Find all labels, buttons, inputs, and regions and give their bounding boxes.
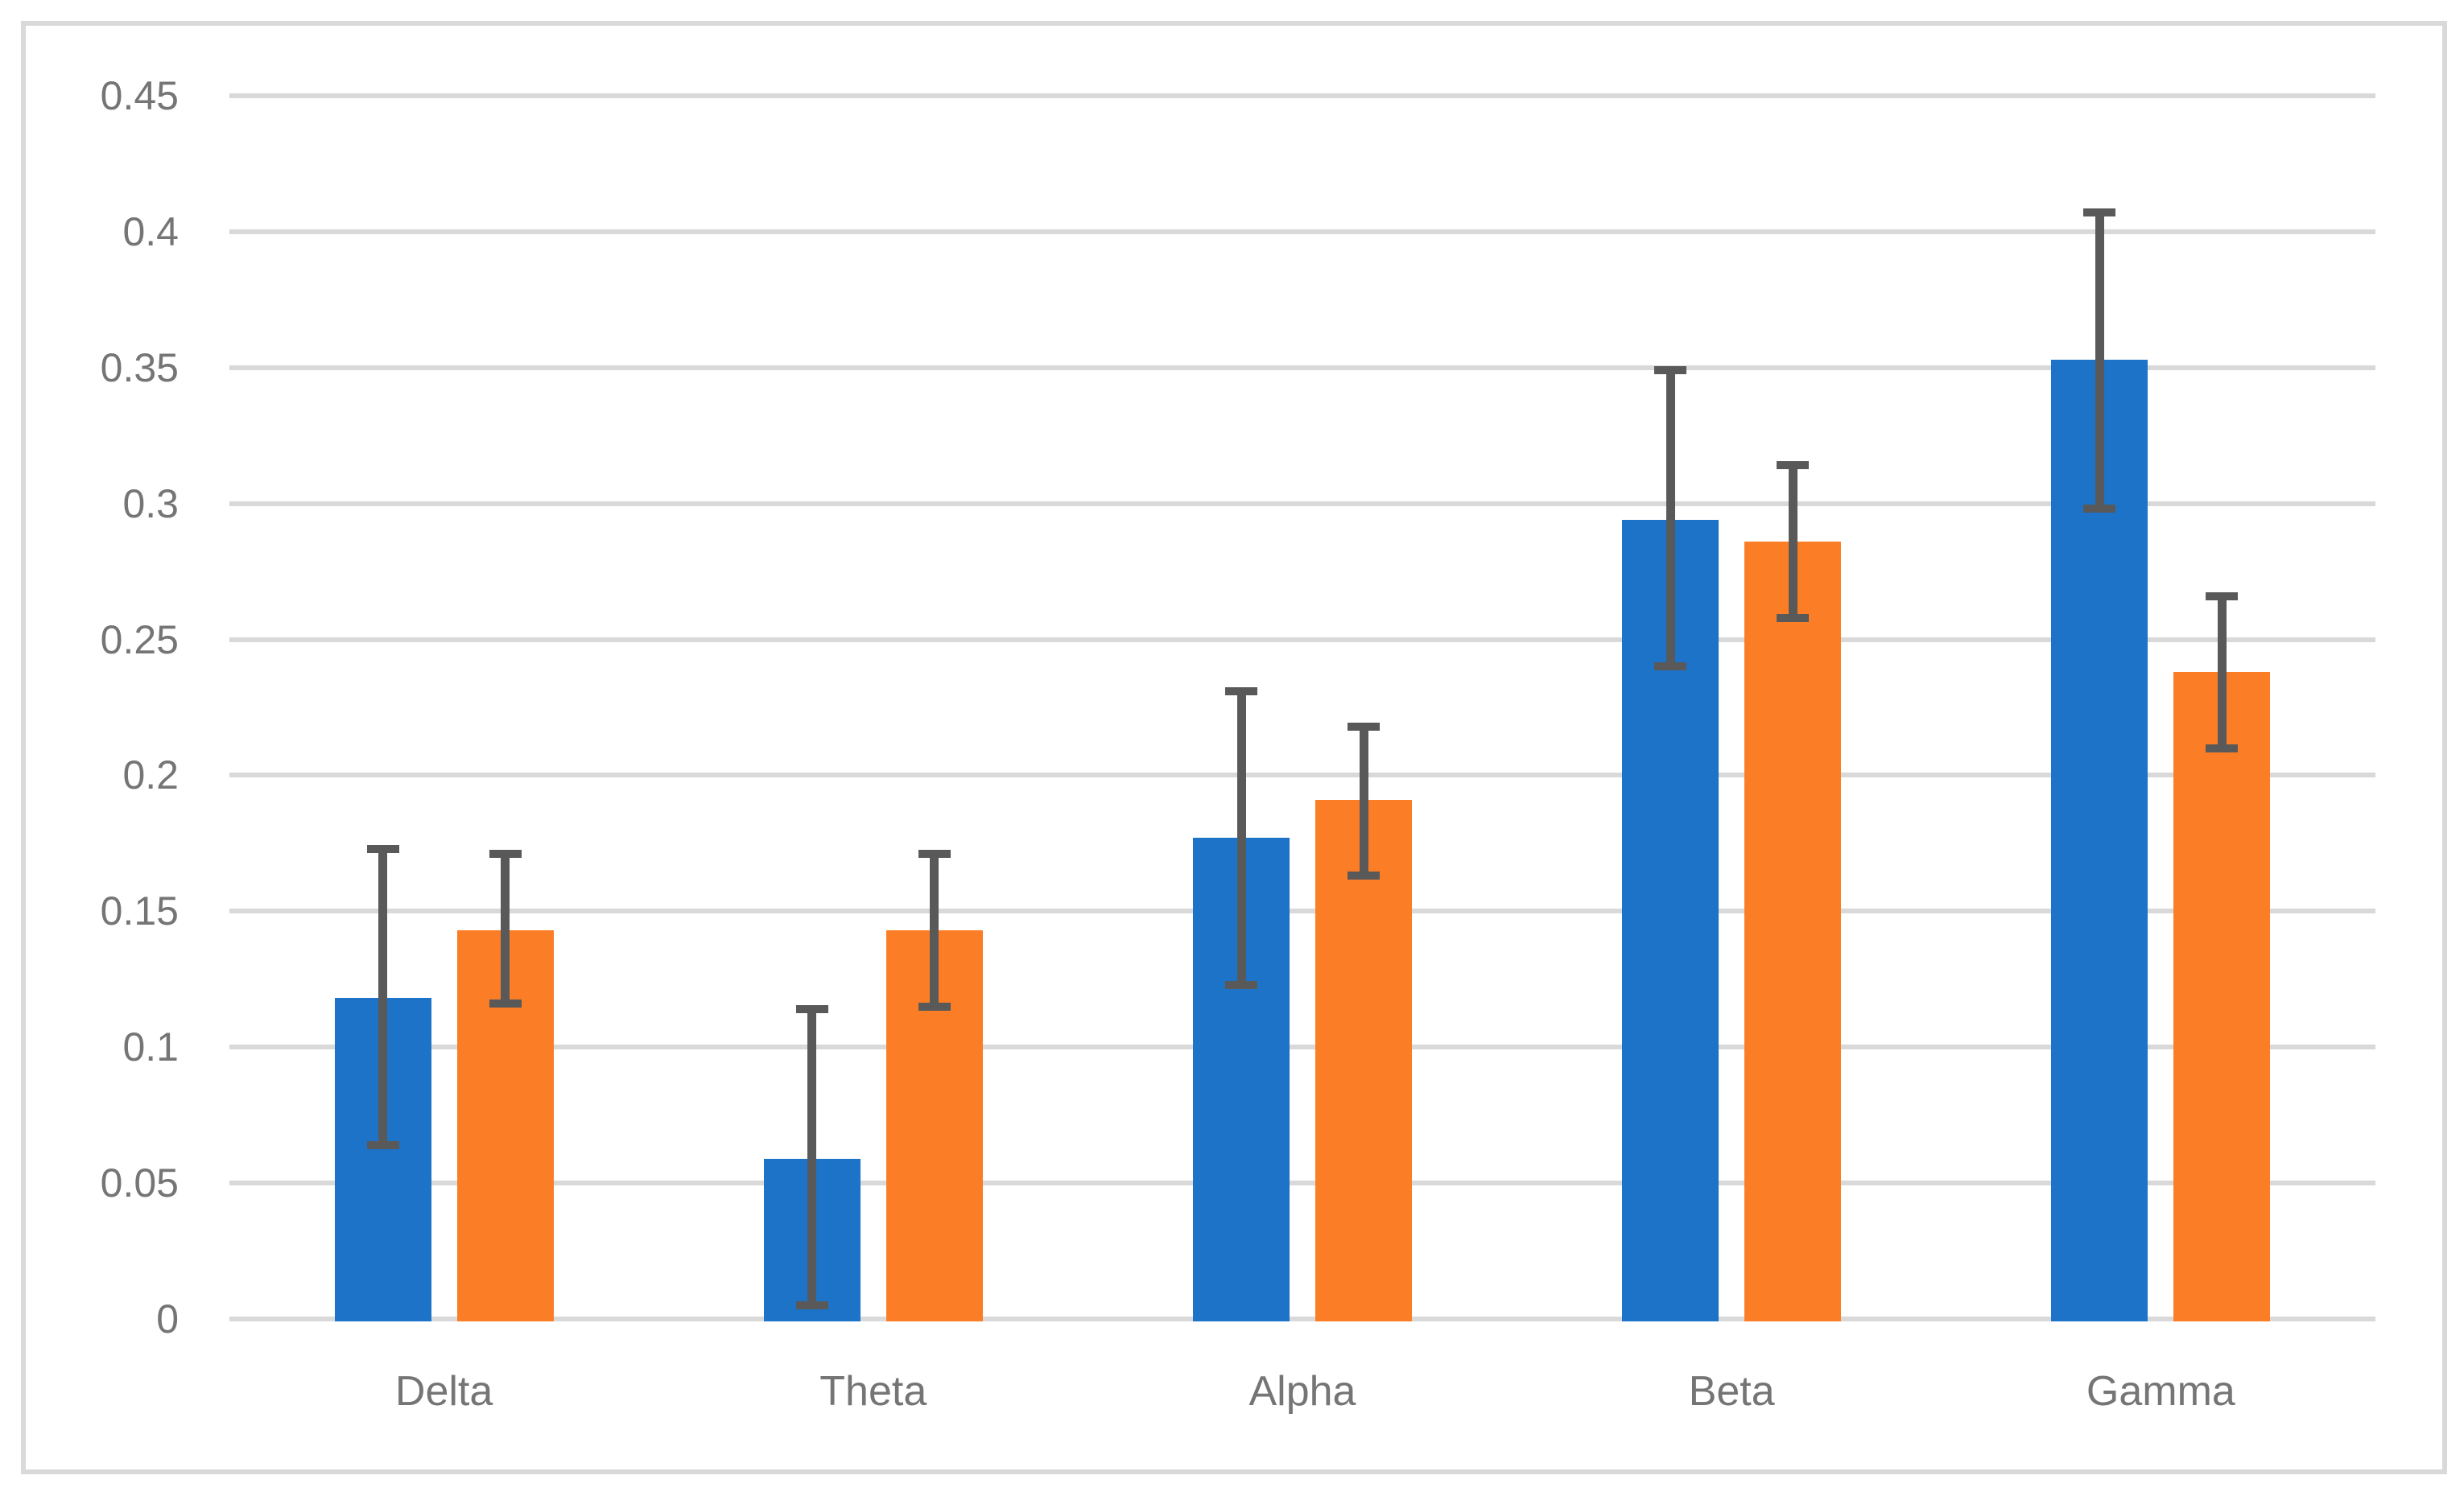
error-bar-cap-bottom-blue-series-beta [1654, 662, 1687, 671]
error-bar-cap-bottom-orange-series-delta [489, 999, 522, 1008]
y-axis-tick-label: 0.35 [100, 344, 179, 390]
error-bar-cap-top-blue-series-delta [366, 844, 399, 853]
error-bar-cap-top-blue-series-alpha [1225, 686, 1257, 695]
error-bar-cap-top-blue-series-beta [1654, 366, 1687, 375]
error-bar-cap-top-orange-series-delta [489, 850, 522, 859]
x-axis-label-theta: Theta [819, 1368, 927, 1415]
y-axis-tick-label: 0.1 [122, 1024, 179, 1070]
error-bar-line-blue-series-beta [1665, 370, 1675, 667]
y-axis-tick-label: 0.3 [122, 480, 179, 526]
gridline [229, 1045, 2375, 1050]
error-bar-cap-top-blue-series-gamma [2083, 208, 2116, 217]
error-bar-cap-bottom-blue-series-delta [366, 1140, 399, 1149]
error-bar-cap-top-orange-series-theta [918, 850, 951, 859]
error-bar-line-orange-series-delta [501, 854, 510, 1004]
bar-orange-series-gamma [2173, 672, 2271, 1321]
error-bar-line-blue-series-gamma [2095, 212, 2104, 509]
error-bar-cap-bottom-blue-series-theta [795, 1301, 828, 1310]
bar-orange-series-beta [1744, 541, 1842, 1321]
y-axis-tick-label: 0.45 [100, 73, 179, 118]
error-bar-line-orange-series-gamma [2217, 596, 2227, 748]
x-axis-label-gamma: Gamma [2086, 1368, 2235, 1415]
gridline [229, 93, 2375, 98]
error-bar-cap-bottom-orange-series-theta [918, 1002, 951, 1011]
bar-orange-series-alpha [1315, 799, 1412, 1321]
gridline [229, 1317, 2375, 1321]
error-bar-cap-bottom-orange-series-gamma [2206, 744, 2239, 752]
y-axis-tick-label: 0.2 [122, 752, 179, 798]
error-bar-cap-top-orange-series-gamma [2206, 591, 2239, 600]
error-bar-line-blue-series-alpha [1236, 690, 1246, 985]
error-bar-cap-top-orange-series-beta [1777, 461, 1810, 470]
error-bar-cap-bottom-orange-series-alpha [1348, 872, 1380, 880]
bar-blue-series-gamma [2051, 359, 2148, 1321]
y-axis-tick-label: 0.4 [122, 208, 179, 254]
y-axis-tick-label: 0.25 [100, 616, 179, 662]
gridline [229, 637, 2375, 642]
error-bar-cap-bottom-orange-series-beta [1777, 613, 1810, 622]
error-bar-cap-bottom-blue-series-alpha [1225, 980, 1257, 989]
gridline [229, 909, 2375, 914]
y-axis-tick-label: 0.05 [100, 1160, 179, 1206]
x-axis-label-alpha: Alpha [1249, 1368, 1356, 1415]
error-bar-cap-bottom-blue-series-gamma [2083, 505, 2116, 513]
gridline [229, 1181, 2375, 1186]
y-axis-tick-label: 0.15 [100, 888, 179, 934]
error-bar-cap-top-orange-series-alpha [1348, 722, 1380, 731]
error-bar-line-orange-series-alpha [1359, 726, 1368, 876]
gridline [229, 773, 2375, 778]
error-bar-line-blue-series-theta [807, 1008, 817, 1306]
error-bar-cap-top-blue-series-theta [795, 1004, 828, 1013]
x-axis-label-delta: Delta [394, 1368, 493, 1415]
error-bar-line-orange-series-beta [1788, 465, 1797, 618]
error-bar-line-orange-series-theta [930, 854, 939, 1007]
error-bar-line-blue-series-delta [378, 848, 388, 1145]
gridline [229, 501, 2375, 506]
gridline [229, 365, 2375, 370]
gridline [229, 229, 2375, 234]
x-axis-label-beta: Beta [1688, 1368, 1775, 1415]
y-axis-tick-label: 0 [156, 1296, 179, 1342]
